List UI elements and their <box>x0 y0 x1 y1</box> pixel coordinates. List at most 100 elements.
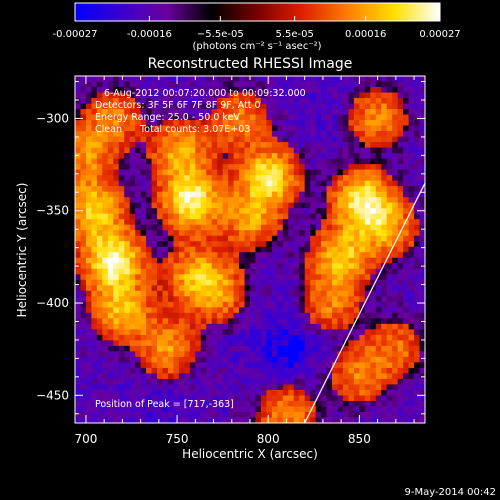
heatmap-cell <box>260 153 268 160</box>
heatmap-cell <box>107 241 114 248</box>
heatmap-cell <box>293 384 300 391</box>
heatmap-cell <box>315 208 322 215</box>
heatmap-cell <box>304 351 311 358</box>
heatmap-cell <box>146 312 153 319</box>
heatmap-cell <box>315 274 322 281</box>
heatmap-cell <box>129 323 136 330</box>
heatmap-cell <box>348 318 355 325</box>
x-axis-label: Heliocentric X (arcsec) <box>182 447 318 461</box>
heatmap-cell <box>211 120 218 127</box>
heatmap-cell <box>315 131 322 138</box>
heatmap-cell <box>173 125 180 132</box>
heatmap-cell <box>403 329 410 336</box>
heatmap-cell <box>211 109 218 116</box>
heatmap-cell <box>118 395 125 402</box>
heatmap-cell <box>299 142 306 149</box>
heatmap-cell <box>370 406 377 413</box>
heatmap-cell <box>310 307 317 314</box>
heatmap-cell <box>217 169 224 176</box>
heatmap-cell <box>228 186 235 193</box>
heatmap-cell <box>211 395 218 402</box>
heatmap-cell <box>184 109 191 116</box>
heatmap-cell <box>271 285 278 292</box>
heatmap-cell <box>85 197 93 204</box>
heatmap-cell <box>299 395 306 402</box>
heatmap-cell <box>375 301 382 308</box>
heatmap-cell <box>206 329 213 336</box>
heatmap-cell <box>162 318 169 325</box>
heatmap-cell <box>222 290 229 297</box>
heatmap-cell <box>91 378 98 386</box>
heatmap-cell <box>332 400 339 408</box>
heatmap-cell <box>332 191 339 198</box>
heatmap-cell <box>288 125 295 132</box>
heatmap-cell <box>91 241 98 248</box>
heatmap-cell <box>124 362 131 369</box>
heatmap-cell <box>271 274 278 281</box>
heatmap-cell <box>266 202 273 209</box>
heatmap-cell <box>107 373 114 380</box>
heatmap-cell <box>173 219 180 226</box>
heatmap-cell <box>222 142 229 149</box>
heatmap-cell <box>91 197 98 204</box>
heatmap-cell <box>255 384 262 391</box>
heatmap-cell <box>239 186 246 193</box>
heatmap-cell <box>217 114 224 121</box>
heatmap-cell <box>364 411 371 419</box>
heatmap-cell <box>173 274 180 281</box>
heatmap-cell <box>222 235 229 242</box>
heatmap-cell <box>321 142 328 149</box>
heatmap-cell <box>310 279 317 286</box>
heatmap-cell <box>282 136 289 143</box>
heatmap-cell <box>195 395 202 402</box>
heatmap-cell <box>135 202 142 209</box>
heatmap-cell <box>353 334 360 341</box>
heatmap-cell <box>277 263 284 270</box>
heatmap-cell <box>173 120 180 127</box>
heatmap-cell <box>332 103 339 110</box>
heatmap-cell <box>381 153 388 160</box>
heatmap-cell <box>184 92 191 99</box>
heatmap-cell <box>124 296 131 303</box>
heatmap-cell <box>85 208 93 215</box>
heatmap-cell <box>75 411 82 419</box>
heatmap-cell <box>353 120 360 127</box>
heatmap-cell <box>75 224 82 231</box>
heatmap-cell <box>375 158 382 165</box>
heatmap-cell <box>211 213 218 220</box>
heatmap-cell <box>250 356 257 364</box>
heatmap-cell <box>386 263 393 270</box>
annotation-total-counts: Total counts: 3.07E+03 <box>139 124 250 135</box>
heatmap-cell <box>337 285 344 292</box>
heatmap-cell <box>414 307 421 314</box>
heatmap-cell <box>288 318 295 325</box>
heatmap-cell <box>206 87 213 94</box>
heatmap-cell <box>146 136 153 143</box>
heatmap-cell <box>162 103 169 110</box>
heatmap-cell <box>118 158 125 165</box>
heatmap-cell <box>250 400 257 408</box>
heatmap-cell <box>375 120 382 127</box>
heatmap-cell <box>255 312 262 319</box>
heatmap-cell <box>85 202 93 209</box>
heatmap-cell <box>173 76 180 83</box>
heatmap-cell <box>260 307 268 314</box>
heatmap-cell <box>222 186 229 193</box>
heatmap-cell <box>244 301 251 308</box>
heatmap-cell <box>282 296 289 303</box>
heatmap-cell <box>403 147 410 154</box>
heatmap-cell <box>304 180 311 187</box>
heatmap-cell <box>96 279 103 286</box>
heatmap-cell <box>375 356 382 364</box>
heatmap-cell <box>260 158 268 165</box>
heatmap-cell <box>250 114 257 121</box>
heatmap-cell <box>315 213 322 220</box>
heatmap-cell <box>80 345 87 352</box>
heatmap-cell <box>282 169 289 176</box>
heatmap-cell <box>408 417 415 423</box>
heatmap-cell <box>370 340 377 347</box>
heatmap-cell <box>397 362 404 369</box>
heatmap-cell <box>260 356 268 364</box>
heatmap-cell <box>146 406 153 413</box>
heatmap-cell <box>326 98 333 105</box>
